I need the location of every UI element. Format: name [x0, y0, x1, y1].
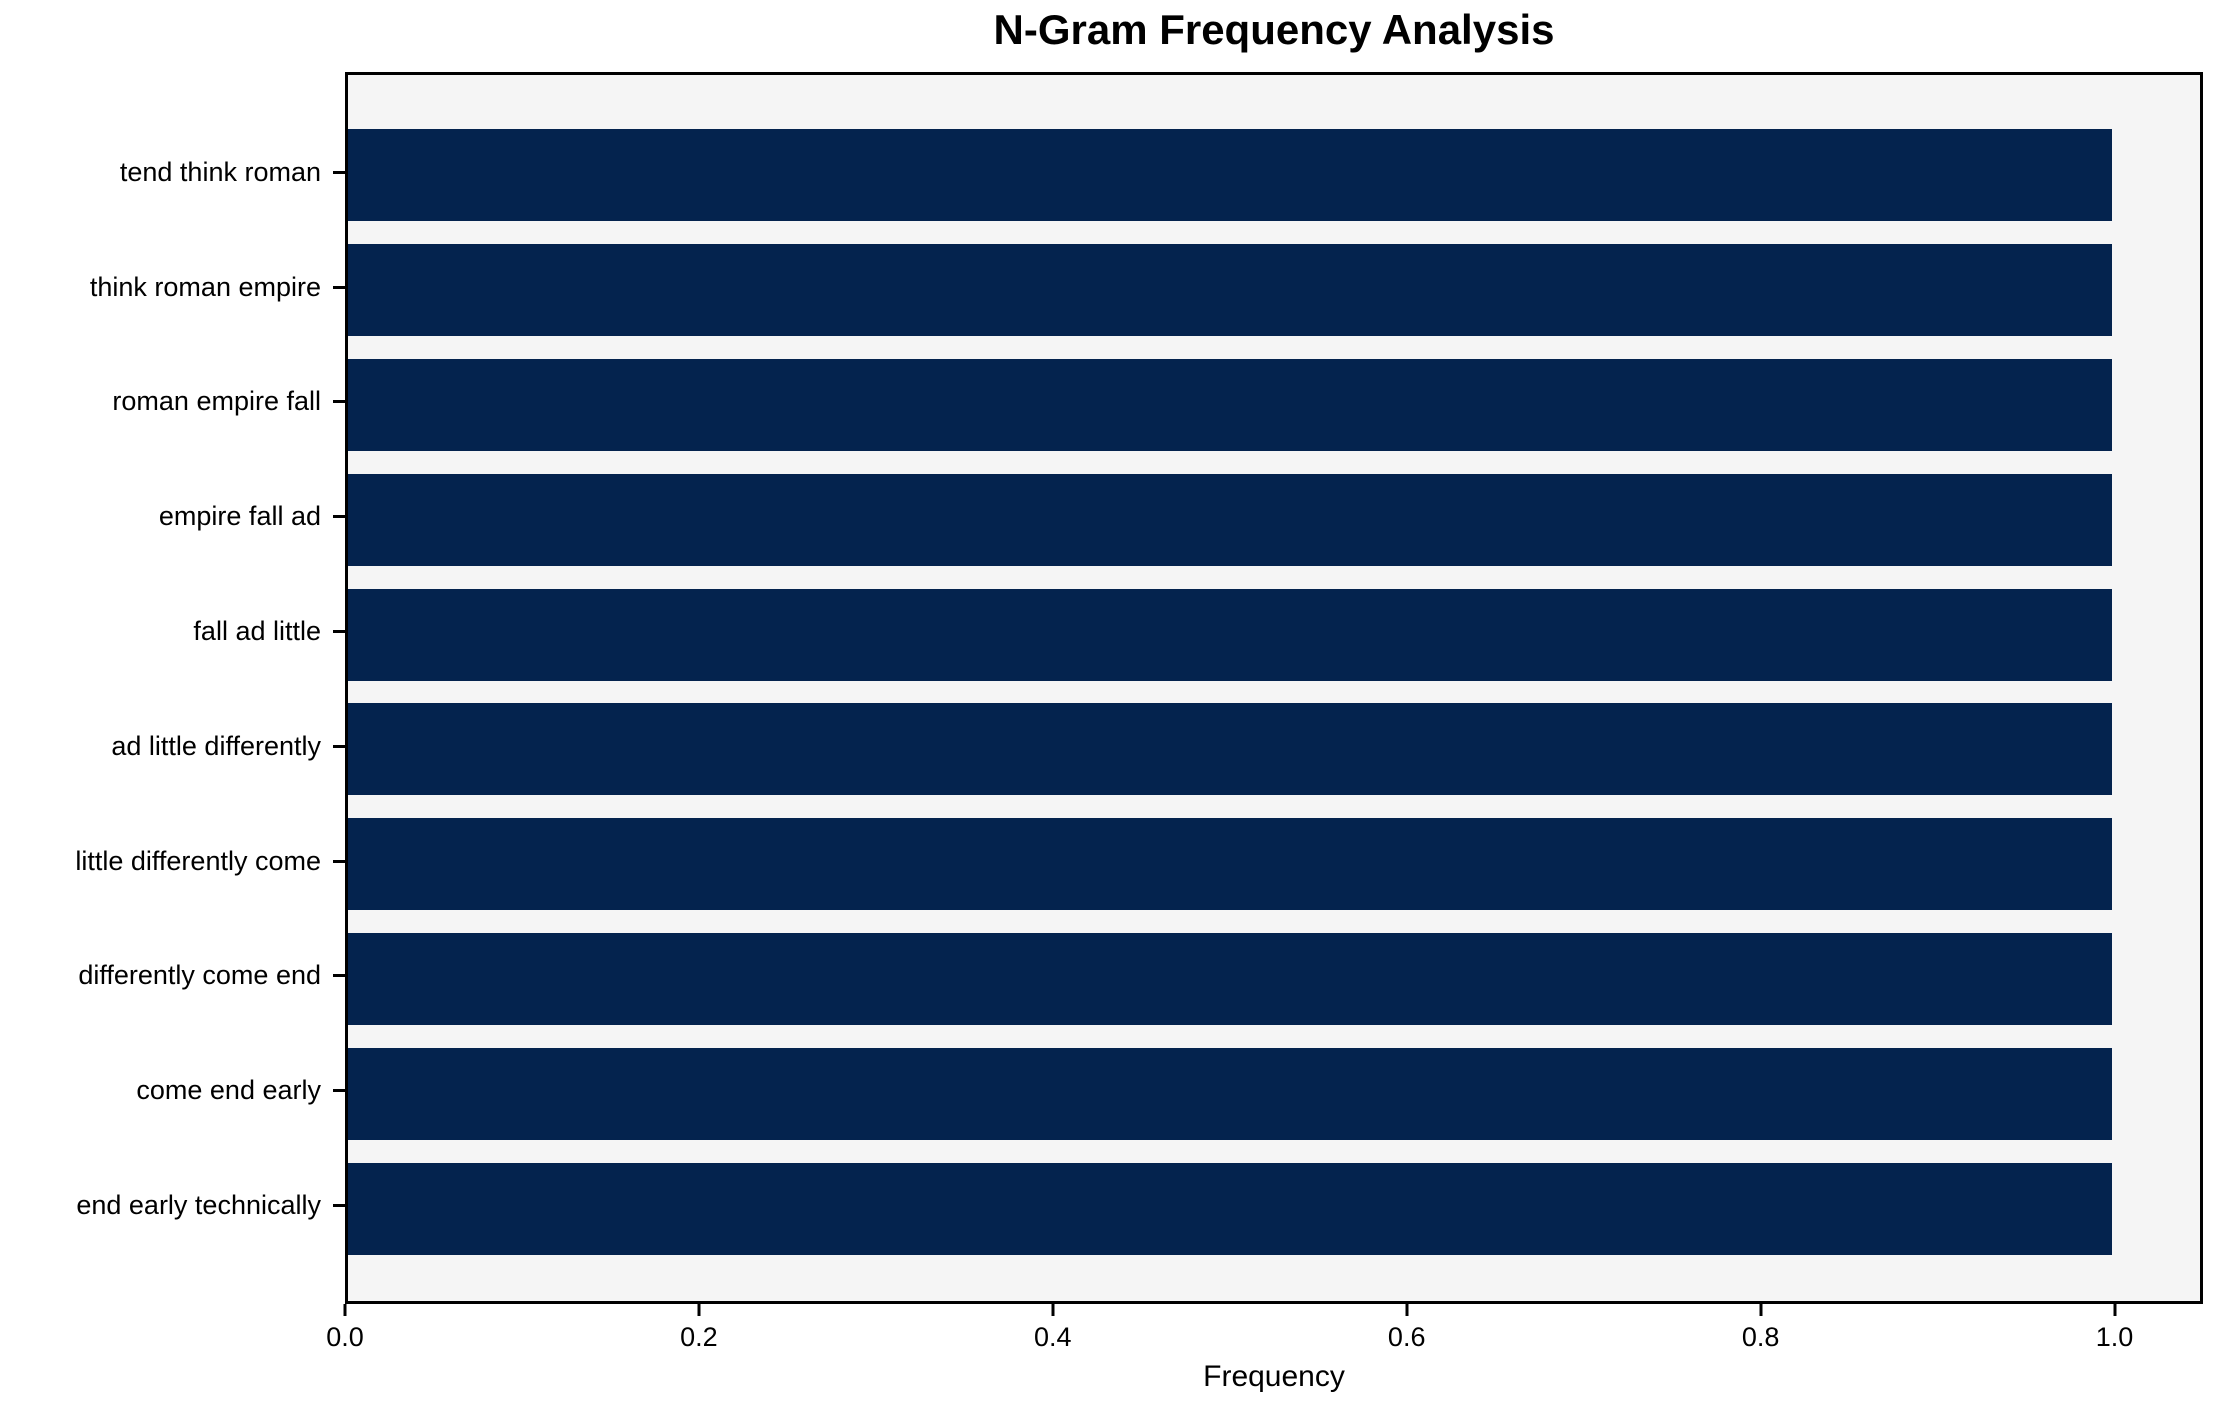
bar-empire-fall-ad: [348, 473, 2112, 566]
y-tick-label: end early technically: [76, 1190, 321, 1221]
x-tick-mark: [1759, 1304, 1763, 1316]
y-row: empire fall ad: [0, 459, 345, 574]
bar-tend-think-roman: [348, 129, 2112, 222]
y-axis: tend think roman think roman empire roman …: [0, 72, 345, 1304]
bar-think-roman-empire: [348, 244, 2112, 337]
y-tick-mark: [333, 285, 345, 289]
bar-come-end-early: [348, 1047, 2112, 1140]
y-row: differently come end: [0, 919, 345, 1034]
bar-end-early-technically: [348, 1162, 2112, 1255]
x-tick-mark: [2113, 1304, 2117, 1316]
y-tick-label: think roman empire: [89, 271, 321, 302]
bar-row: [348, 1036, 2200, 1151]
y-tick-label: differently come end: [78, 960, 321, 991]
y-tick-mark: [333, 1204, 345, 1208]
bar-row: [348, 577, 2200, 692]
bar-row: [348, 1151, 2200, 1266]
bar-row: [348, 233, 2200, 348]
y-row: tend think roman: [0, 115, 345, 230]
bar-row: [348, 692, 2200, 807]
bar-row: [348, 807, 2200, 922]
bar-row: [348, 462, 2200, 577]
x-tick-mark: [1051, 1304, 1055, 1316]
bar-fall-ad-little: [348, 588, 2112, 681]
y-tick-label: come end early: [136, 1075, 321, 1106]
y-row: fall ad little: [0, 574, 345, 689]
y-tick-label: fall ad little: [193, 616, 321, 647]
bar-row: [348, 922, 2200, 1037]
bar-differently-come-end: [348, 932, 2112, 1025]
y-tick-mark: [333, 974, 345, 978]
y-tick-label: ad little differently: [111, 730, 321, 761]
y-row: little differently come: [0, 804, 345, 919]
bar-ad-little-differently: [348, 703, 2112, 796]
bar-roman-empire-fall: [348, 358, 2112, 451]
y-row: roman empire fall: [0, 345, 345, 460]
bar-little-differently-come: [348, 818, 2112, 911]
y-tick-label: empire fall ad: [158, 501, 321, 532]
y-row: come end early: [0, 1033, 345, 1148]
x-tick-label: 0.2: [680, 1322, 718, 1352]
plot-area: [345, 72, 2203, 1304]
x-tick-mark: [343, 1304, 347, 1316]
x-tick-label: 1.0: [2095, 1322, 2134, 1352]
x-tick-mark: [697, 1304, 701, 1316]
x-tick-label: 0.6: [1387, 1322, 1426, 1352]
x-tick-label: 0.4: [1034, 1322, 1072, 1352]
y-row: end early technically: [0, 1148, 345, 1263]
x-axis-title: Frequency: [1203, 1360, 1345, 1393]
y-tick-mark: [333, 859, 345, 863]
y-tick-mark: [333, 1089, 345, 1093]
y-row: ad little differently: [0, 689, 345, 804]
y-tick-mark: [333, 515, 345, 519]
y-tick-label: little differently come: [75, 845, 321, 876]
y-tick-mark: [333, 744, 345, 748]
y-tick-mark: [333, 630, 345, 634]
bar-row: [348, 348, 2200, 463]
y-tick-mark: [333, 400, 345, 404]
x-axis: 0.0 0.2 0.4 0.6 0.8 1.0: [326, 1304, 2203, 1364]
x-tick-label: 0.8: [1741, 1322, 1780, 1352]
y-tick-label: tend think roman: [119, 156, 321, 187]
chart-title: N-Gram Frequency Analysis: [993, 6, 1555, 53]
y-row: think roman empire: [0, 230, 345, 345]
x-tick-label: 0.0: [326, 1322, 364, 1352]
y-tick-mark: [333, 170, 345, 174]
bar-row: [348, 118, 2200, 233]
x-tick-mark: [1405, 1304, 1409, 1316]
y-tick-label: roman empire fall: [112, 386, 321, 417]
